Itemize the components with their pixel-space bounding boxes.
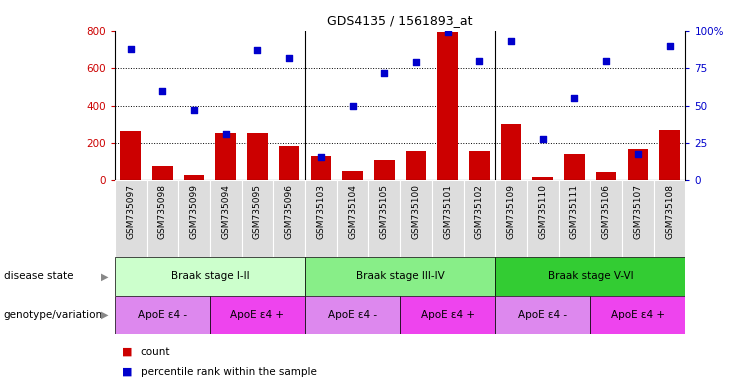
Bar [495,296,591,334]
Bar [559,180,591,257]
Bar [432,180,464,257]
Point [473,58,485,64]
Bar [368,180,400,257]
Bar [405,151,426,180]
Text: GSM735102: GSM735102 [475,184,484,239]
Text: ApoE ε4 -: ApoE ε4 - [518,310,568,320]
Bar [501,124,522,180]
Bar [115,296,210,334]
Text: Braak stage III-IV: Braak stage III-IV [356,271,445,281]
Text: GSM735109: GSM735109 [507,184,516,239]
Point [568,95,580,101]
Bar [273,180,305,257]
Text: GSM735101: GSM735101 [443,184,452,239]
Bar [591,296,685,334]
Bar [247,133,268,180]
Point [156,88,168,94]
Bar [400,296,495,334]
Text: GSM735097: GSM735097 [126,184,135,239]
Text: ApoE ε4 +: ApoE ε4 + [421,310,475,320]
Text: ApoE ε4 +: ApoE ε4 + [611,310,665,320]
Text: count: count [141,346,170,357]
Point [632,151,644,157]
Bar [342,171,363,180]
Text: ■: ■ [122,366,133,377]
Text: GSM735094: GSM735094 [222,184,230,239]
Bar [374,160,395,180]
Text: percentile rank within the sample: percentile rank within the sample [141,366,316,377]
Bar [115,257,305,296]
Point [442,29,453,35]
Title: GDS4135 / 1561893_at: GDS4135 / 1561893_at [328,14,473,27]
Bar [305,296,400,334]
Point [410,59,422,65]
Bar [336,180,368,257]
Bar [596,172,617,180]
Bar [242,180,273,257]
Bar [659,130,680,180]
Bar [120,131,141,180]
Bar [437,31,458,180]
Point [220,131,232,137]
Point [315,154,327,160]
Text: GSM735103: GSM735103 [316,184,325,239]
Text: GSM735104: GSM735104 [348,184,357,239]
Text: GSM735107: GSM735107 [634,184,642,239]
Text: ApoE ε4 -: ApoE ε4 - [138,310,187,320]
Bar [305,257,495,296]
Text: GSM735108: GSM735108 [665,184,674,239]
Bar [115,180,147,257]
Point [664,43,676,49]
Point [505,38,517,44]
Text: GSM735096: GSM735096 [285,184,293,239]
Text: GSM735106: GSM735106 [602,184,611,239]
Text: Braak stage V-VI: Braak stage V-VI [548,271,633,281]
Bar [564,154,585,180]
Point [283,55,295,61]
Text: GSM735111: GSM735111 [570,184,579,239]
Bar [210,180,242,257]
Point [600,58,612,64]
Text: GSM735095: GSM735095 [253,184,262,239]
Bar [464,180,495,257]
Bar [216,133,236,180]
Bar [495,257,685,296]
Text: GSM735098: GSM735098 [158,184,167,239]
Text: Braak stage I-II: Braak stage I-II [170,271,249,281]
Bar [152,166,173,180]
Bar [533,177,553,180]
Text: GSM735110: GSM735110 [538,184,548,239]
Bar [305,180,336,257]
Bar [654,180,685,257]
Bar [527,180,559,257]
Bar [184,175,205,180]
Bar [400,180,432,257]
Bar [495,180,527,257]
Text: GSM735099: GSM735099 [190,184,199,239]
Text: GSM735105: GSM735105 [380,184,389,239]
Point [251,47,264,53]
Bar [310,156,331,180]
Bar [469,151,490,180]
Point [536,136,548,142]
Text: genotype/variation: genotype/variation [4,310,103,320]
Bar [591,180,622,257]
Point [379,70,391,76]
Bar [622,180,654,257]
Bar [279,146,299,180]
Bar [147,180,179,257]
Text: GSM735100: GSM735100 [411,184,420,239]
Bar [179,180,210,257]
Text: ▶: ▶ [102,271,109,281]
Text: disease state: disease state [4,271,73,281]
Text: ApoE ε4 +: ApoE ε4 + [230,310,285,320]
Text: ApoE ε4 -: ApoE ε4 - [328,310,377,320]
Text: ▶: ▶ [102,310,109,320]
Point [124,46,136,52]
Bar [628,149,648,180]
Text: ■: ■ [122,346,133,357]
Bar [210,296,305,334]
Point [347,103,359,109]
Point [188,107,200,113]
